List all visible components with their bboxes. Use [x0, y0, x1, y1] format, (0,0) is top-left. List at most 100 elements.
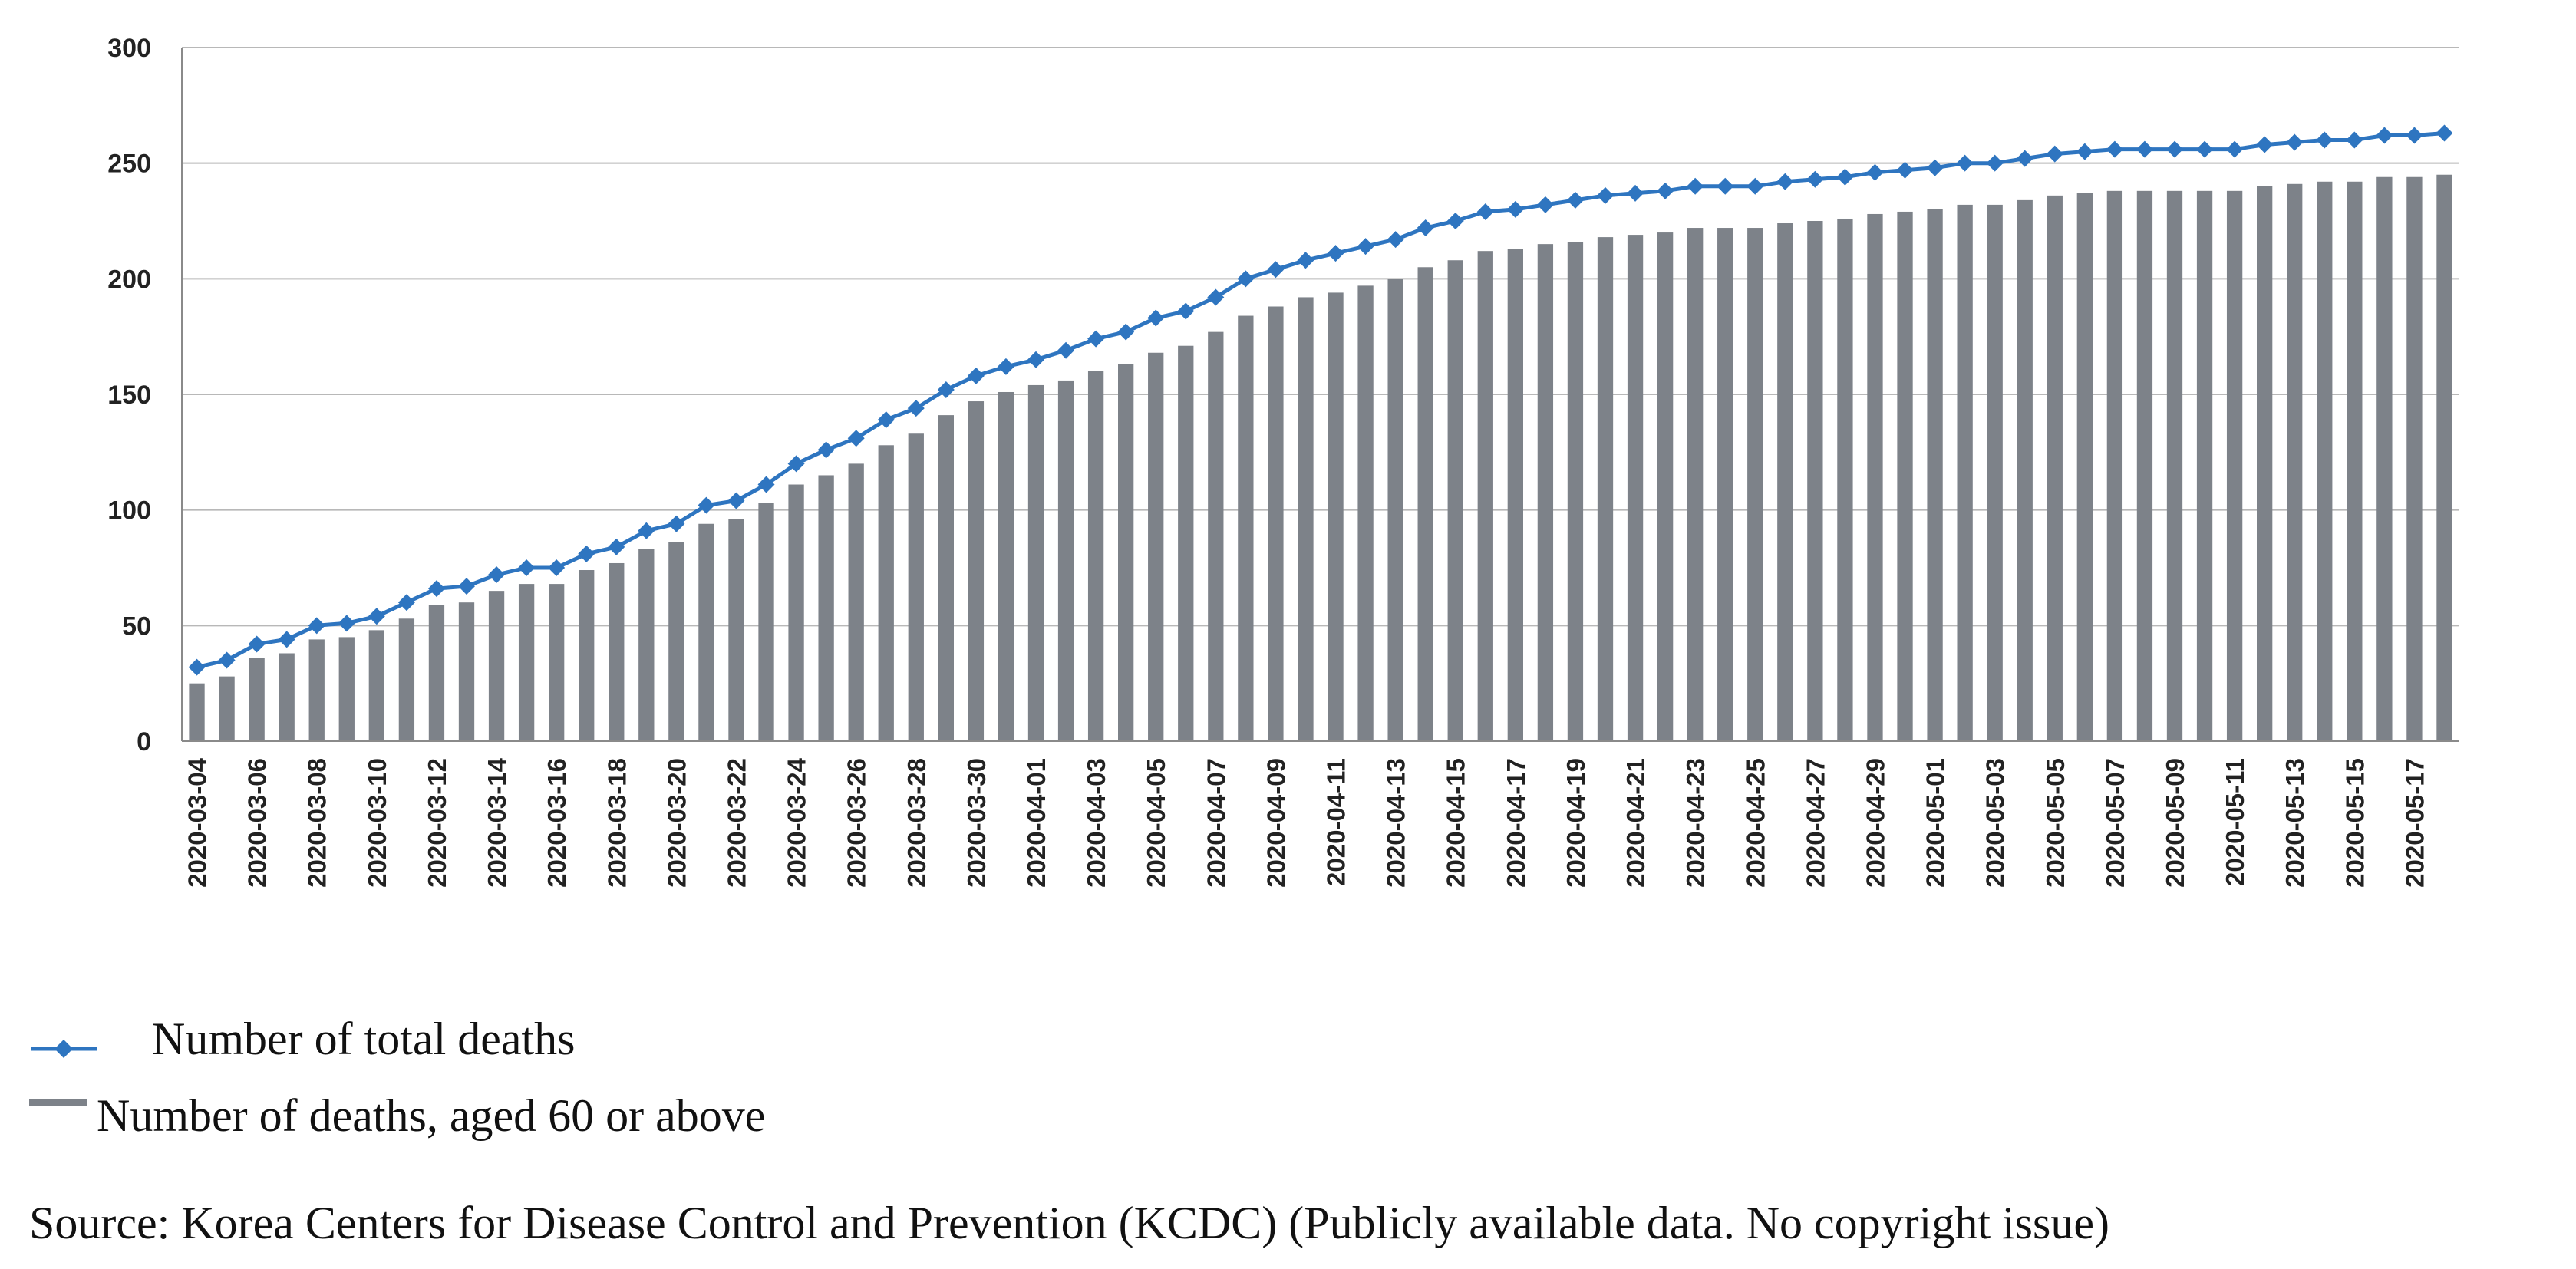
bar — [1447, 260, 1463, 741]
y-tick-label: 150 — [107, 381, 151, 410]
bar — [1298, 297, 1314, 741]
line-point — [1836, 168, 1854, 186]
line-point — [248, 635, 266, 653]
line-point — [997, 358, 1014, 375]
bar — [1118, 364, 1134, 741]
bar — [338, 637, 355, 741]
line-point — [1117, 323, 1135, 341]
line-point — [1417, 219, 1434, 237]
bar — [2076, 193, 2093, 742]
axes — [181, 48, 2459, 742]
line-point — [548, 559, 566, 576]
x-tick-label: 2020-03-30 — [962, 758, 991, 888]
bar — [1417, 267, 1433, 741]
bar — [2257, 186, 2273, 742]
line-point — [1566, 191, 1584, 209]
line-point — [1866, 163, 1884, 181]
line-point — [1657, 182, 1674, 199]
x-tick-label: 2020-04-13 — [1382, 758, 1410, 888]
line-point — [907, 400, 925, 417]
line-point — [518, 559, 536, 576]
bar — [1597, 237, 1614, 741]
line-point — [1896, 161, 1914, 179]
line-point — [488, 566, 506, 584]
bar — [458, 602, 475, 741]
bar — [1897, 211, 1913, 741]
x-tick-label: 2020-03-26 — [843, 758, 871, 888]
y-tick-label: 250 — [107, 150, 151, 179]
x-tick-label: 2020-03-24 — [783, 757, 811, 887]
x-tick-label: 2020-05-11 — [2221, 758, 2249, 886]
legend-item-total-deaths: Number of total deaths — [23, 1013, 1558, 1082]
line-point — [1327, 245, 1344, 262]
bar — [1717, 228, 1733, 741]
line-point — [397, 594, 415, 611]
bar — [2226, 190, 2243, 741]
bar — [2436, 174, 2452, 741]
line-point — [2376, 127, 2393, 144]
source-caption: Source: Korea Centers for Disease Contro… — [29, 1198, 2109, 1248]
chart: 0 50 100 150 200 250 300 2020-03-04 2020-03-06 2… — [107, 34, 2459, 888]
x-tick-label: 2020-03-10 — [363, 758, 391, 888]
line-point — [308, 617, 325, 634]
bar — [2106, 190, 2123, 741]
bar — [428, 605, 445, 741]
bar — [788, 484, 804, 741]
line-point — [638, 522, 655, 539]
bar — [1208, 331, 1224, 741]
bar — [668, 542, 684, 741]
y-tick-label: 50 — [122, 611, 151, 641]
line-point — [1986, 154, 2004, 172]
line-point — [1446, 213, 1464, 229]
line-point — [668, 515, 685, 532]
line-point — [458, 578, 475, 595]
bar — [2347, 181, 2363, 742]
x-tick-label: 2020-04-11 — [1322, 758, 1351, 886]
x-tick-label: 2020-05-03 — [1981, 758, 2010, 888]
line-point — [967, 367, 985, 384]
line-point — [757, 476, 775, 493]
bar — [848, 463, 864, 741]
line-point — [1147, 309, 1165, 327]
x-tick-label: 2020-05-05 — [2041, 758, 2070, 888]
line-point — [2166, 140, 2183, 158]
x-tick-label: 2020-04-25 — [1741, 758, 1770, 888]
x-tick-label: 2020-04-05 — [1142, 758, 1170, 888]
bar — [398, 618, 415, 741]
line-point — [278, 631, 295, 648]
y-tick-label: 300 — [107, 34, 151, 63]
bar — [878, 445, 894, 741]
line-point — [2346, 131, 2363, 149]
line-point — [427, 580, 445, 598]
bar — [488, 591, 505, 741]
bar — [2017, 199, 2033, 741]
bar — [1657, 232, 1674, 742]
x-tick-label: 2020-03-22 — [722, 758, 750, 888]
line-point — [2076, 143, 2093, 160]
line-point — [218, 651, 236, 669]
bar — [1807, 221, 1823, 741]
x-tick-label: 2020-03-14 — [483, 757, 511, 887]
bar — [1687, 228, 1704, 741]
bar — [368, 630, 384, 741]
x-tick-label: 2020-04-21 — [1621, 758, 1650, 888]
line-point — [2316, 131, 2334, 149]
x-tick-label: 2020-04-03 — [1082, 758, 1110, 888]
line-point — [1746, 177, 1764, 195]
bar — [2406, 176, 2423, 741]
line-point — [2106, 140, 2123, 158]
x-tick-label: 2020-03-18 — [602, 758, 631, 888]
bar — [1328, 292, 1344, 741]
x-tick-label: 2020-04-17 — [1502, 758, 1530, 888]
bar — [1867, 213, 1883, 742]
total-deaths-line — [196, 131, 2445, 670]
bar — [908, 433, 924, 741]
line-point — [698, 496, 715, 514]
x-tick-label: 2020-04-09 — [1262, 758, 1290, 888]
line-point — [1597, 186, 1614, 204]
bar — [1148, 352, 1164, 741]
line-point — [1627, 184, 1644, 202]
bar — [1178, 345, 1194, 742]
bar — [1507, 249, 1523, 741]
